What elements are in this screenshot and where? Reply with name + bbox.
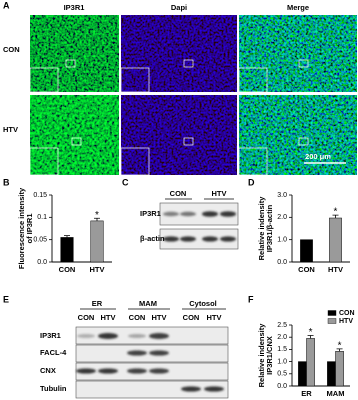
- lane-label: CON: [129, 313, 146, 322]
- image: [239, 95, 357, 175]
- y-axis-label: of IP3R1: [25, 213, 34, 243]
- bar: [329, 217, 342, 263]
- panel-label: B: [3, 177, 10, 187]
- lane-label: CON: [170, 189, 187, 198]
- scale-bar: 200 μm: [305, 152, 331, 161]
- fraction-label: MAM: [139, 299, 157, 308]
- y-tick-label: 1.0: [277, 358, 287, 365]
- y-axis-label: Fluorescence intensity: [17, 187, 26, 269]
- x-tick-label: HTV: [90, 265, 105, 274]
- bar: [60, 237, 74, 263]
- band-label: CNX: [40, 366, 56, 375]
- image: [121, 15, 237, 92]
- y-tick-label: 2.0: [277, 214, 287, 221]
- panel-label: F: [248, 294, 254, 304]
- error-bar: [336, 348, 343, 352]
- x-tick-label: HTV: [328, 265, 343, 274]
- x-tick-label: CON: [59, 265, 76, 274]
- y-tick-label: 1.0: [277, 237, 287, 244]
- column-header: Dapi: [171, 3, 187, 12]
- significance: *: [309, 327, 313, 338]
- y-axis-label: IP3R1/β-actin: [265, 204, 274, 252]
- image: [121, 95, 237, 175]
- legend-swatch: [327, 310, 337, 316]
- panel-label: D: [248, 177, 255, 187]
- x-tick-label: CON: [298, 265, 315, 274]
- y-tick-label: 0.05: [33, 237, 47, 244]
- western-blot: CON HTV IP3R1 β-actin: [140, 189, 239, 250]
- y-tick-label: 0.0: [37, 259, 47, 266]
- y-tick-label: 3.0: [277, 192, 287, 199]
- legend-label: HTV: [339, 318, 353, 325]
- fraction-label: Cytosol: [189, 299, 217, 308]
- y-tick-label: 0.5: [277, 371, 287, 378]
- significance: *: [95, 210, 99, 221]
- legend-label: CON: [339, 310, 355, 317]
- legend-swatch: [327, 318, 337, 324]
- band-label: IP3R1: [40, 331, 61, 340]
- micrographs: 200 μm: [29, 15, 357, 176]
- bar: [90, 220, 104, 263]
- band-label: Tubulin: [40, 384, 67, 393]
- y-tick-label: 0.0: [277, 383, 287, 390]
- significance: *: [338, 341, 342, 352]
- y-tick-label: 2.5: [277, 322, 287, 329]
- bar: [335, 351, 344, 387]
- y-tick-label: 2.0: [277, 334, 287, 341]
- y-tick-label: 0.1: [37, 214, 47, 221]
- significance: *: [334, 207, 338, 218]
- band-label: β-actin: [140, 234, 165, 243]
- image: [30, 15, 119, 92]
- error-bar: [332, 214, 339, 219]
- x-tick-label: MAM: [327, 389, 345, 398]
- y-tick-label: 0.0: [277, 259, 287, 266]
- panel-label: E: [3, 294, 9, 304]
- image: [30, 95, 119, 175]
- error-bar: [64, 235, 70, 238]
- y-axis-label: Relative indensity: [257, 196, 266, 261]
- bar: [300, 239, 313, 263]
- y-tick-label: 1.5: [277, 346, 287, 353]
- error-bar: [307, 335, 314, 339]
- lane-label: HTV: [152, 313, 167, 322]
- y-tick-label: 0.15: [33, 192, 47, 199]
- row-label: CON: [3, 45, 20, 54]
- x-tick-label: ER: [301, 389, 312, 398]
- western-blot: ER MAM Cytosol CON HTV CON HTV CON HTV I…: [40, 299, 229, 399]
- band-label: IP3R1: [140, 209, 161, 218]
- bar: [298, 361, 307, 387]
- lane-label: HTV: [212, 189, 227, 198]
- band-label: FACL-4: [40, 348, 67, 357]
- panel-label: A: [3, 0, 10, 10]
- column-header: Merge: [287, 3, 309, 12]
- y-axis-label: Relative indensity: [257, 323, 266, 388]
- lane-label: CON: [183, 313, 200, 322]
- fraction-label: ER: [92, 299, 103, 308]
- bar: [327, 361, 336, 387]
- charts: 0.0 0.05 0.1 0.15 Fluorescence intensity of I…: [17, 187, 355, 398]
- lane-label: HTV: [101, 313, 116, 322]
- lane-label: HTV: [207, 313, 222, 322]
- row-label: HTV: [3, 125, 18, 134]
- panel-label: C: [122, 177, 129, 187]
- image: [239, 15, 357, 92]
- bar: [306, 338, 315, 387]
- column-header: IP3R1: [64, 3, 85, 12]
- y-axis-label: IP3R1/CNX: [265, 336, 274, 375]
- error-bar: [94, 217, 100, 221]
- lane-label: CON: [78, 313, 95, 322]
